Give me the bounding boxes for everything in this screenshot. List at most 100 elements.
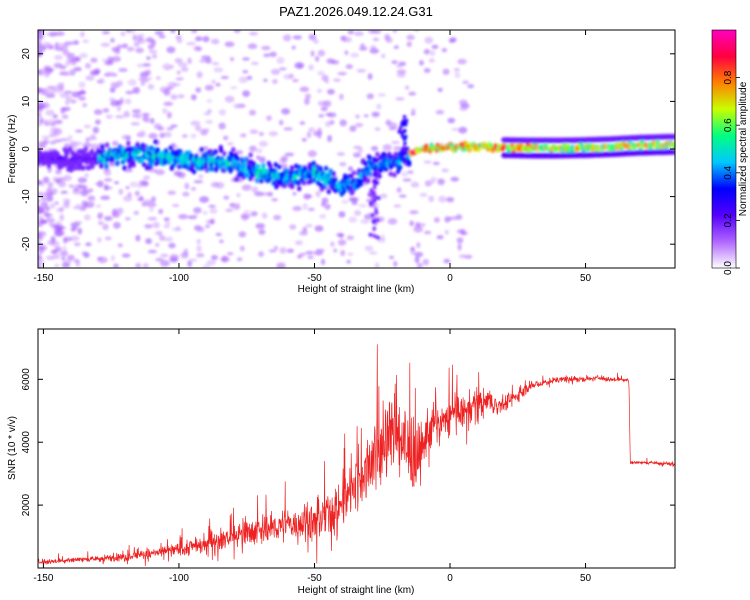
spectrogram-cell [159, 132, 166, 139]
spectrogram-cell [102, 31, 110, 35]
spectrogram-cell [54, 224, 64, 231]
spectrogram-cell [317, 100, 328, 107]
snr-series-line [38, 344, 675, 567]
spectrogram-cell [233, 103, 240, 109]
spectrogram-cell [40, 201, 49, 207]
spectrogram-cell [180, 66, 189, 72]
spectrogram-cell [90, 57, 98, 63]
spectrogram-cell [215, 82, 221, 87]
spectrogram-cell [210, 166, 215, 172]
figure-title: PAZ1.2026.049.12.24.G31 [279, 4, 433, 19]
spectrogram-cell [347, 252, 354, 257]
spectrogram-cell [249, 129, 259, 135]
spectrogram-cell [222, 151, 227, 157]
spectrogram-cell [373, 173, 378, 178]
spectrogram-cell [447, 117, 456, 124]
spectrogram-cell [369, 45, 377, 51]
spectrogram-cell [188, 258, 198, 262]
spectrogram-cell [321, 74, 329, 82]
spectrogram-x-ticks: -150 -100 -50 0 50 [33, 30, 592, 284]
spectrogram-cell [242, 70, 249, 74]
spectrogram-cell [137, 33, 146, 38]
spectrogram-cell [453, 67, 460, 72]
spectrogram-cell [45, 195, 54, 202]
spectrogram-cell [93, 109, 103, 116]
spectrogram-cell [411, 108, 416, 113]
spectrogram-cell [154, 30, 164, 35]
spectrogram-cell [224, 41, 235, 47]
spectrogram-cell [356, 69, 367, 73]
spectrogram-cell [155, 258, 164, 262]
spectrogram-cell [400, 133, 405, 138]
spectrogram-ytick-label: 10 [21, 95, 32, 107]
spectrogram-cell [201, 55, 211, 60]
spectrogram-heatmap [38, 30, 675, 268]
spectrogram-cell [388, 255, 395, 259]
spectrogram-cell [61, 43, 67, 49]
spectrogram-cell [393, 45, 399, 49]
spectrogram-cell [398, 126, 403, 131]
spectrogram-cell [462, 80, 469, 85]
spectrogram-cell [450, 142, 455, 147]
spectrogram-cell [79, 52, 88, 59]
spectrogram-cell [454, 72, 461, 78]
spectrogram-cell [327, 135, 333, 142]
spectrogram-cell [151, 196, 156, 203]
spectrogram-cell [60, 250, 69, 257]
spectrogram-cell [155, 169, 165, 176]
spectrogram-cell [206, 260, 216, 266]
spectrogram-cell [163, 101, 174, 106]
spectrogram-cell [73, 188, 79, 192]
spectrogram-cell [127, 192, 132, 198]
spectrogram-y-ticks: -20 -10 0 10 20 [21, 48, 675, 251]
colorbar-tick-label: 0.4 [723, 165, 734, 179]
spectrogram-cell [157, 126, 165, 131]
spectrogram-cell [340, 249, 346, 257]
spectrogram-cell [103, 178, 113, 182]
snr-ytick-label: 4000 [21, 431, 32, 454]
spectrogram-cell [406, 41, 412, 48]
spectrogram-cell [430, 177, 438, 182]
spectrogram-cell [85, 201, 95, 205]
spectrogram-cell [144, 69, 152, 76]
spectrogram-cell [308, 33, 317, 41]
spectrogram-cell [385, 37, 393, 43]
spectrogram-cell [124, 169, 134, 173]
spectrogram-cell [122, 43, 128, 49]
spectrogram-cell [218, 147, 224, 153]
spectrogram-cell [38, 247, 45, 254]
spectrogram-cell [113, 263, 119, 268]
spectrogram-cell [408, 91, 417, 96]
spectrogram-cell [318, 165, 323, 171]
spectrogram-cell [38, 142, 45, 147]
spectrogram-cell [206, 99, 213, 103]
spectrogram-cell [324, 203, 331, 210]
spectrogram-cell [202, 211, 208, 215]
spectrogram-cell [92, 126, 100, 134]
spectrogram-cell [272, 79, 278, 84]
spectrogram-cell [155, 76, 161, 81]
spectrogram-cell [423, 230, 432, 235]
spectrogram-cell [276, 262, 286, 268]
spectrogram-cell [148, 161, 154, 167]
spectrogram-cell [130, 155, 135, 161]
spectrogram-cell [369, 174, 373, 179]
spectrogram-cell [442, 68, 450, 75]
spectrogram-cell [330, 241, 335, 247]
spectrogram-cell [448, 38, 455, 44]
spectrogram-cell [422, 258, 430, 266]
spectrogram-cell [48, 45, 54, 50]
spectrogram-cell [55, 220, 62, 226]
spectrogram-cell [369, 201, 373, 206]
spectrogram-cell [435, 109, 445, 115]
spectrogram-cell [268, 131, 279, 137]
spectrogram-cell [342, 36, 352, 43]
spectrogram-cell [313, 250, 324, 256]
spectrogram-cell [82, 142, 92, 148]
spectrogram-cell [242, 90, 251, 97]
spectrogram-cell [380, 193, 388, 199]
spectrogram-cell [258, 251, 265, 258]
spectrogram-cell [211, 79, 216, 84]
spectrogram-cell [287, 177, 292, 183]
spectrogram-cell [202, 128, 210, 133]
